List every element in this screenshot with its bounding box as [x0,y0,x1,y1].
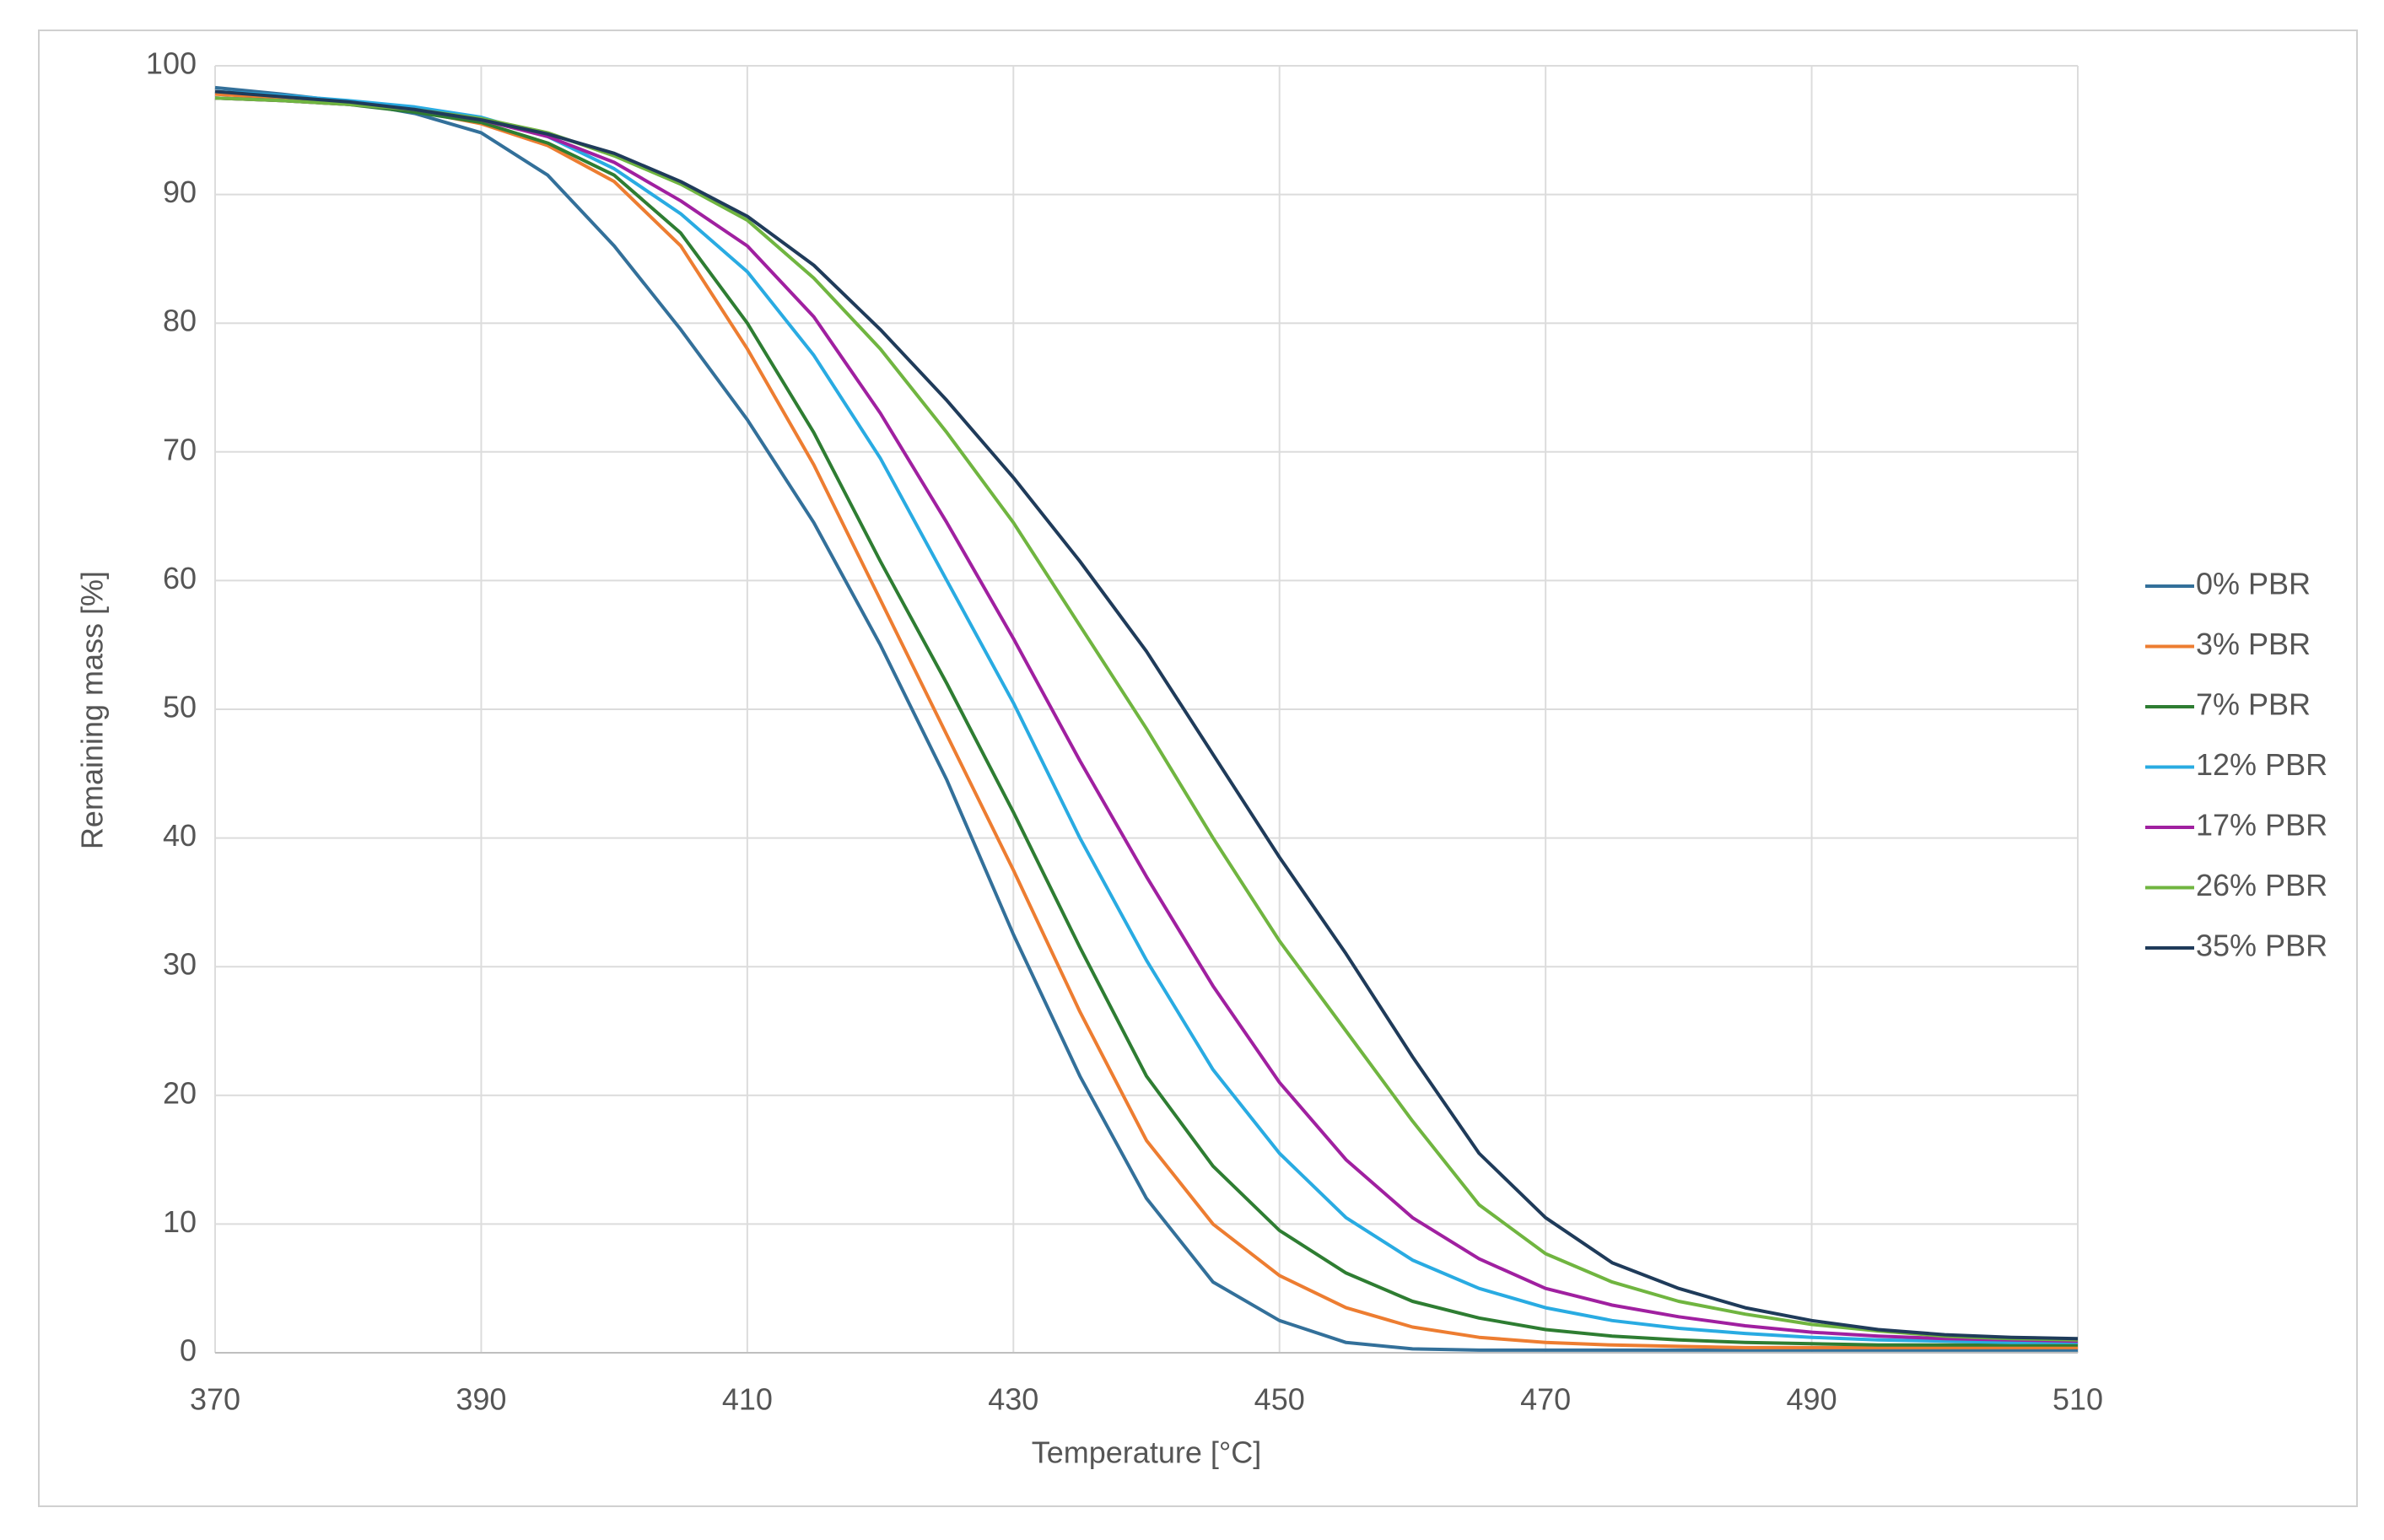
legend-label: 26% PBR [2196,868,2327,902]
x-tick-label: 510 [2052,1382,2103,1417]
legend-label: 17% PBR [2196,808,2327,843]
x-axis-title: Temperature [°C] [1032,1435,1262,1470]
y-tick-label: 70 [163,432,197,466]
y-tick-label: 90 [163,175,197,209]
y-tick-label: 50 [163,690,197,724]
x-tick-label: 450 [1254,1382,1305,1417]
y-tick-label: 30 [163,947,197,982]
y-tick-label: 80 [163,304,197,338]
x-tick-label: 410 [722,1382,773,1417]
y-tick-label: 10 [163,1204,197,1239]
y-tick-label: 0 [180,1333,197,1368]
data-line [214,85,2078,1352]
y-tick-label: 40 [163,818,197,853]
x-tick-label: 490 [1787,1382,1837,1417]
legend-label: 0% PBR [2196,567,2311,601]
x-tick-label: 370 [190,1382,240,1417]
data-line [214,96,2078,1347]
y-axis-title: Remaining mass [%] [75,571,110,849]
data-line [214,92,2078,1349]
x-tick-label: 430 [988,1382,1038,1417]
x-tick-label: 470 [1520,1382,1571,1417]
chart-frame [38,30,2358,1507]
legend-label: 12% PBR [2196,747,2327,782]
data-line [214,89,2079,1341]
legend-label: 7% PBR [2196,687,2311,722]
y-tick-label: 20 [163,1075,197,1110]
legend-label: 3% PBR [2196,627,2311,661]
y-tick-label: 60 [163,561,197,595]
y-tick-label: 100 [146,46,197,81]
x-tick-label: 390 [456,1382,506,1417]
legend-label: 35% PBR [2196,929,2327,963]
